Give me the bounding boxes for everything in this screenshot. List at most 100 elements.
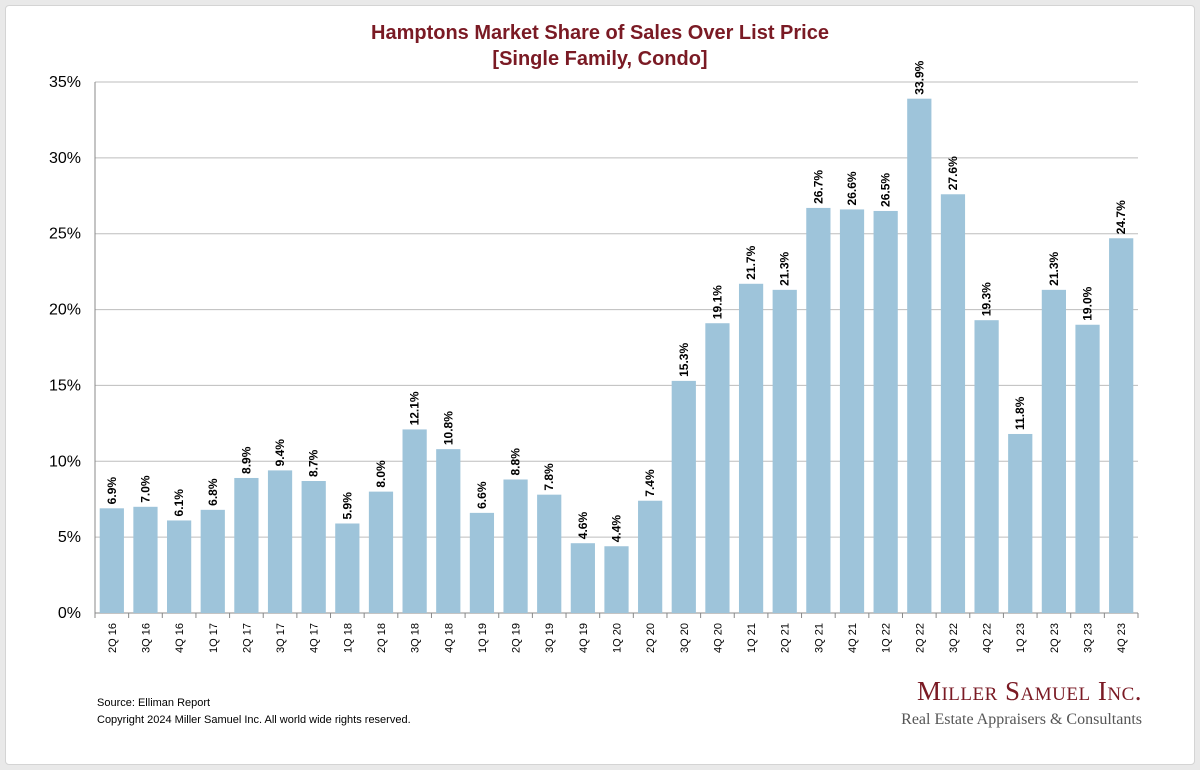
bar xyxy=(402,429,427,613)
data-label: 8.0% xyxy=(374,460,388,488)
data-label: 15.3% xyxy=(677,343,691,377)
x-tick-label: 4Q 20 xyxy=(712,623,724,653)
x-tick-label: 3Q 23 xyxy=(1083,623,1095,653)
x-tick-label: 3Q 16 xyxy=(140,623,152,653)
data-label: 19.1% xyxy=(710,285,724,319)
chart-title: Hamptons Market Share of Sales Over List… xyxy=(371,22,829,44)
y-tick-label: 5% xyxy=(58,529,81,546)
data-label: 33.9% xyxy=(912,60,926,94)
bar xyxy=(167,520,192,613)
data-label: 26.6% xyxy=(845,171,859,205)
bar xyxy=(705,323,730,613)
data-label: 5.9% xyxy=(340,492,354,520)
data-label: 7.0% xyxy=(138,475,152,503)
data-label: 7.8% xyxy=(542,463,556,491)
bar-chart: 0% 5% 10% 15% 20% 25% 30% 35% 6.9% 2Q 16 7.0% 3Q 16… xyxy=(49,60,1139,653)
bar xyxy=(638,500,663,613)
data-label: 6.9% xyxy=(105,477,119,505)
data-label: 19.0% xyxy=(1081,286,1095,320)
bar xyxy=(469,512,495,613)
x-tick-label: 2Q 19 xyxy=(511,623,523,653)
data-label: 6.8% xyxy=(206,478,220,506)
data-label: 21.3% xyxy=(1047,251,1061,285)
x-tick-label: 2Q 22 xyxy=(914,623,926,653)
x-tick-label: 2Q 23 xyxy=(1049,623,1061,653)
bar xyxy=(301,481,326,613)
bar xyxy=(974,320,999,613)
x-tick-label: 1Q 19 xyxy=(477,623,489,653)
bar xyxy=(873,210,898,613)
data-label: 11.8% xyxy=(1013,396,1027,430)
bar xyxy=(940,194,966,614)
bar xyxy=(839,209,865,613)
x-tick-label: 3Q 22 xyxy=(948,623,960,653)
x-tick-label: 1Q 21 xyxy=(746,623,758,653)
data-label: 21.3% xyxy=(778,251,792,285)
x-tick-label: 4Q 22 xyxy=(982,623,994,653)
x-tick-label: 3Q 18 xyxy=(410,623,422,653)
bar xyxy=(436,449,461,613)
data-label: 27.6% xyxy=(946,156,960,190)
bar xyxy=(806,207,831,613)
bar xyxy=(234,477,259,613)
bar xyxy=(537,494,562,613)
bar xyxy=(1041,289,1066,613)
data-label: 26.5% xyxy=(879,173,893,207)
x-tick-label: 1Q 17 xyxy=(208,623,220,653)
y-tick-label: 20% xyxy=(49,302,81,319)
y-tick-label: 15% xyxy=(49,377,81,394)
bar xyxy=(604,546,629,613)
y-tick-label: 25% xyxy=(49,226,81,243)
bar xyxy=(133,506,158,613)
x-tick-label: 4Q 16 xyxy=(174,623,186,653)
x-tick-label: 4Q 21 xyxy=(847,623,859,653)
brand-logo-name: Miller Samuel Inc. xyxy=(916,676,1142,706)
x-tick-label: 2Q 21 xyxy=(780,623,792,653)
data-label: 21.7% xyxy=(744,245,758,279)
data-label: 12.1% xyxy=(408,391,422,425)
bar xyxy=(570,543,595,613)
x-tick-label: 4Q 19 xyxy=(578,623,590,653)
x-tick-label: 2Q 17 xyxy=(241,623,253,653)
data-label: 8.7% xyxy=(307,449,321,477)
bar xyxy=(738,283,764,613)
bar xyxy=(200,509,225,613)
bar xyxy=(1075,324,1100,613)
data-label: 10.8% xyxy=(441,411,455,445)
y-tick-label: 30% xyxy=(49,150,81,167)
y-tick-label: 35% xyxy=(49,74,81,91)
x-tick-label: 1Q 18 xyxy=(342,623,354,653)
chart-subtitle: [Single Family, Condo] xyxy=(492,48,708,70)
data-label: 8.8% xyxy=(509,448,523,476)
bar xyxy=(671,380,696,613)
x-tick-label: 2Q 18 xyxy=(376,623,388,653)
bar xyxy=(907,98,932,613)
data-label: 8.9% xyxy=(239,446,253,474)
data-label: 4.6% xyxy=(576,512,590,540)
y-tick-label: 10% xyxy=(49,453,81,470)
x-tick-label: 2Q 20 xyxy=(645,623,657,653)
data-label: 6.1% xyxy=(172,489,186,517)
x-tick-label: 3Q 19 xyxy=(544,623,556,653)
data-label: 19.3% xyxy=(980,282,994,316)
bar xyxy=(503,479,528,613)
x-tick-label: 3Q 21 xyxy=(813,623,825,653)
data-label: 26.7% xyxy=(811,170,825,204)
bar xyxy=(1008,433,1033,613)
x-tick-label: 3Q 20 xyxy=(679,623,691,653)
bar xyxy=(335,523,360,613)
chart-title-block: Hamptons Market Share of Sales Over List… xyxy=(0,20,1200,72)
x-tick-label: 4Q 23 xyxy=(1116,623,1128,653)
x-tick-label: 2Q 16 xyxy=(107,623,119,653)
copyright-note: Copyright 2024 Miller Samuel Inc. All wo… xyxy=(97,714,411,726)
brand-tagline: Real Estate Appraisers & Consultants xyxy=(901,711,1142,728)
source-note: Source: Elliman Report xyxy=(97,697,211,709)
y-tick-label: 0% xyxy=(58,605,81,622)
x-tick-label: 1Q 23 xyxy=(1015,623,1027,653)
bar xyxy=(1109,238,1134,613)
data-label: 24.7% xyxy=(1114,200,1128,234)
bar xyxy=(368,491,394,613)
x-tick-label: 1Q 22 xyxy=(881,623,893,653)
x-tick-label: 4Q 17 xyxy=(309,623,321,653)
x-tick-label: 3Q 17 xyxy=(275,623,287,653)
